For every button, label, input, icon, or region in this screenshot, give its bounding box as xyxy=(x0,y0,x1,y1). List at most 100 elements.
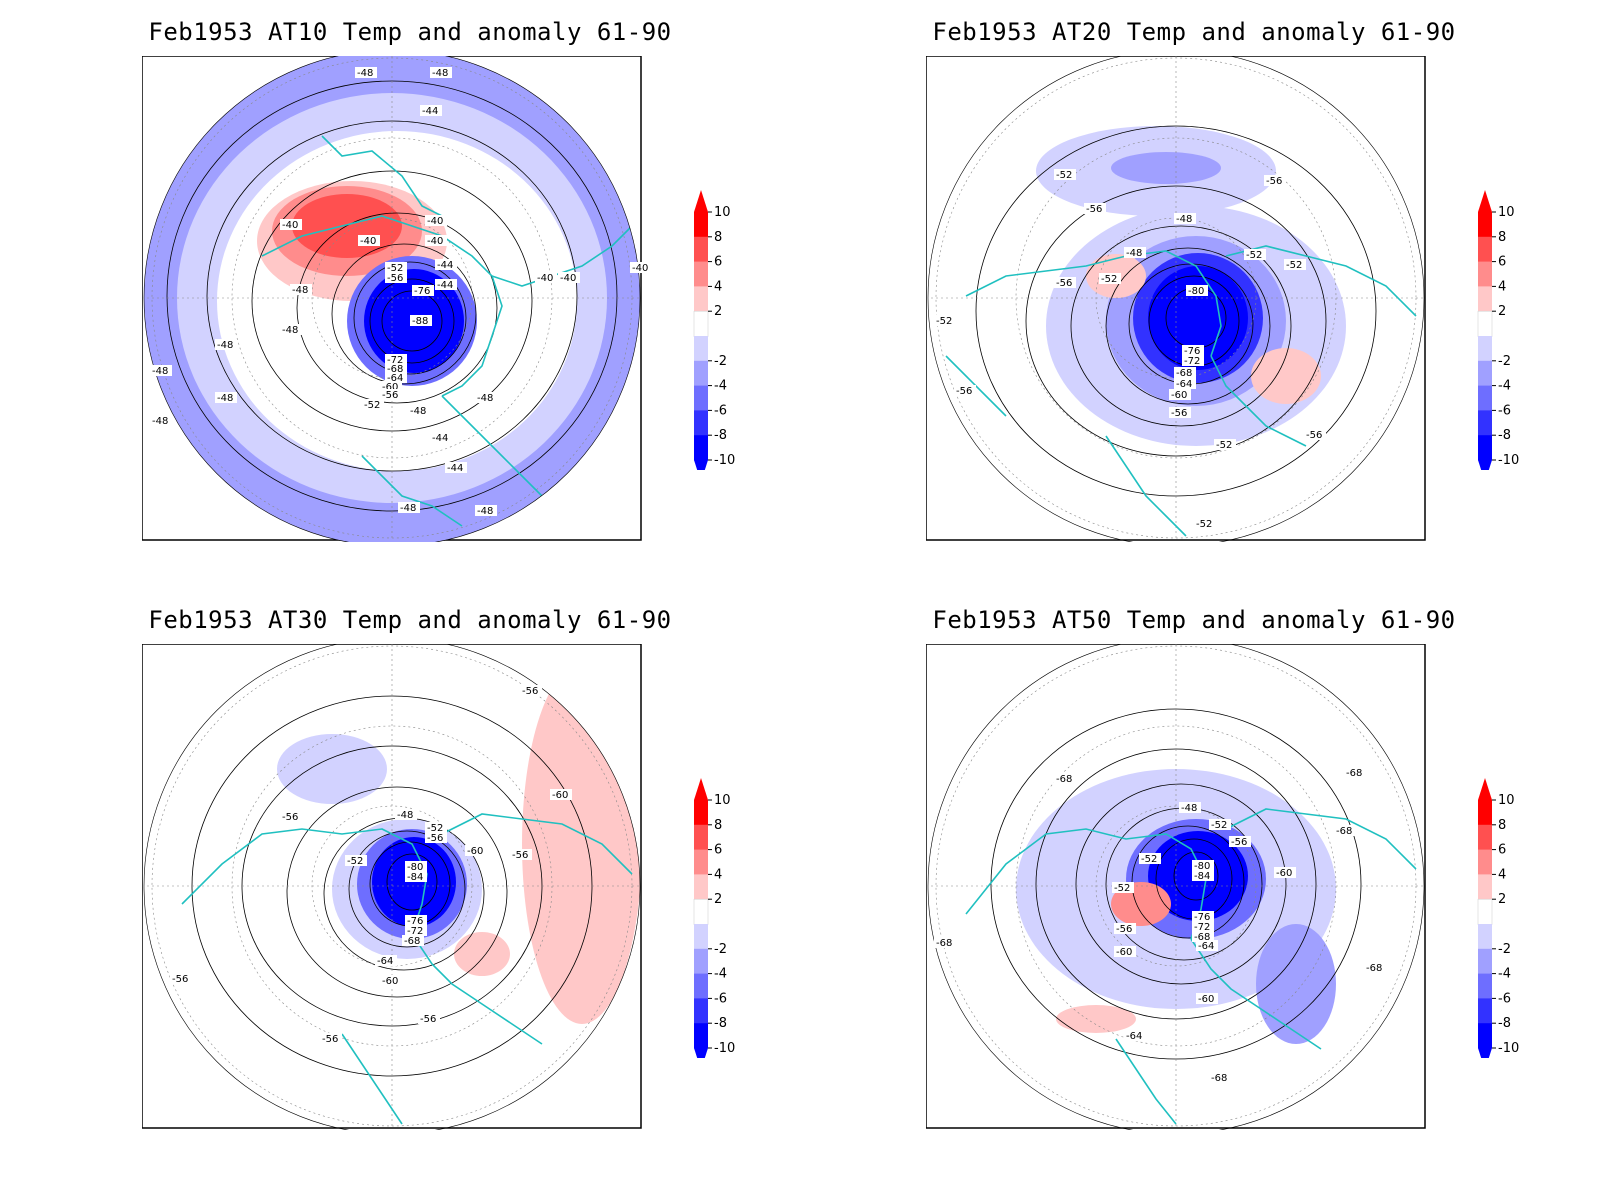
contour-label: -68 xyxy=(404,936,420,947)
contour-label-bg xyxy=(425,235,447,246)
contour-label-bg xyxy=(385,272,407,283)
contour-label-bg xyxy=(558,272,580,283)
panel-at10: Feb1953 AT10 Temp and anomaly 61-90 xyxy=(142,18,842,578)
contour-label: -60 xyxy=(1198,994,1214,1005)
contour-label: -68 xyxy=(1346,768,1362,779)
polar-map-at10: -48 -48 -44 -40 -40 -40 -40 -44 -44 -40 -48 -48 -48 -… xyxy=(142,56,652,542)
contour-label: -80 xyxy=(407,862,423,873)
contour-label-bg xyxy=(1114,946,1136,957)
contour-label-bg xyxy=(934,937,956,948)
colorbar-swatch xyxy=(1478,874,1492,900)
contour-label-bg xyxy=(510,849,532,860)
contour-label: -40 xyxy=(427,216,443,227)
colorbar-arrow-top xyxy=(694,190,708,212)
contour-label: -44 xyxy=(432,433,448,444)
colorbar-arrow-top xyxy=(694,778,708,800)
colorbar-swatch xyxy=(694,385,708,411)
contour-label-bg xyxy=(420,105,442,116)
contour-label: -44 xyxy=(447,463,463,474)
contour-label-bg xyxy=(1244,249,1266,260)
contour-label: -56 xyxy=(382,390,398,401)
contour-label-bg xyxy=(412,285,434,296)
contour-label: -48 xyxy=(477,506,493,517)
polar-map-at50: -68-68-48-52-56-68-52-52-60-80-84-76-72-… xyxy=(926,644,1426,1130)
contour-label: -60 xyxy=(1276,868,1292,879)
colorbar-swatch xyxy=(1478,924,1492,950)
colorbar-arrow-bottom xyxy=(1478,1048,1492,1058)
colorbar-label: -2 xyxy=(714,942,727,957)
contour-label-bg xyxy=(398,502,420,513)
contour-label: -56 xyxy=(172,974,188,985)
contour-label: -68 xyxy=(1176,368,1192,379)
contour-label-bg xyxy=(150,365,172,376)
colorbar-label: -8 xyxy=(1498,428,1511,443)
contour-label: -76 xyxy=(414,286,430,297)
contour-label: -80 xyxy=(1194,861,1210,872)
colorbar-label: -2 xyxy=(1498,942,1511,957)
contour-label: -56 xyxy=(1171,408,1187,419)
colorbar-label: 2 xyxy=(714,892,722,907)
contour-label: -52 xyxy=(1211,820,1227,831)
contour-label-bg xyxy=(475,505,497,516)
colorbar-label: 2 xyxy=(1498,304,1506,319)
colorbar-swatch xyxy=(694,924,708,950)
contour-label-group: -68-68-48-52-56-68-52-52-60-80-84-76-72-… xyxy=(934,767,1386,1084)
contour-label: -68 xyxy=(936,938,952,949)
colorbar-label: -10 xyxy=(714,1041,735,1056)
coastlines xyxy=(181,813,633,1125)
contour-label: -48 xyxy=(152,416,168,427)
contour-label-bg xyxy=(535,272,557,283)
contour-label-bg xyxy=(358,235,380,246)
contour-label-bg xyxy=(1179,802,1201,813)
colorbar-swatch xyxy=(694,998,708,1024)
colorbar-swatch xyxy=(1478,998,1492,1024)
panel-title: Feb1953 AT20 Temp and anomaly 61-90 xyxy=(932,18,1456,46)
colorbar-swatch xyxy=(1478,948,1492,975)
colorbar-label: 10 xyxy=(1498,205,1515,220)
contour-label-bg xyxy=(1192,931,1214,942)
contour-label: -60 xyxy=(552,790,568,801)
colorbar-swatch xyxy=(694,800,708,826)
contour-label: -52 xyxy=(1056,170,1072,181)
colorbar-swatch xyxy=(694,435,708,461)
colorbar-label: -4 xyxy=(1498,379,1511,394)
contour-label: -52 xyxy=(427,823,443,834)
contour-label-bg xyxy=(375,955,397,966)
contour-label: -48 xyxy=(400,503,416,514)
contour-label: -40 xyxy=(537,273,553,284)
contour-label-bg xyxy=(355,67,377,78)
contour-label-bg xyxy=(1284,259,1306,270)
colorbar-swatch xyxy=(694,360,708,387)
contour-label: -60 xyxy=(382,382,398,393)
contour-label-bg xyxy=(405,925,427,936)
colorbar-label: -2 xyxy=(1498,354,1511,369)
colorbar-label: -2 xyxy=(714,354,727,369)
contour-label: -80 xyxy=(1188,286,1204,297)
contour-label-bg xyxy=(1344,767,1366,778)
contour-label-bg xyxy=(1274,867,1296,878)
contour-label: -44 xyxy=(437,260,453,271)
contour-label: -68 xyxy=(1211,1073,1227,1084)
contour-label-bg xyxy=(954,385,976,396)
anomaly-fill xyxy=(454,932,510,976)
colorbar: 10 8 6 4 2 -2 -4 -6 -8 -10 xyxy=(693,190,735,470)
contour-label-bg xyxy=(1192,870,1214,881)
colorbar-swatch xyxy=(1478,236,1492,263)
colorbar-label: 2 xyxy=(1498,892,1506,907)
colorbar-swatch xyxy=(1478,800,1492,826)
contour-label-group: -56-60-48-56-52-60 -56-52-56-80-84-76-72-… xyxy=(170,685,572,1045)
contour-label: -52 xyxy=(1101,274,1117,285)
contour-label: -84 xyxy=(1194,871,1210,882)
colorbar-swatch xyxy=(1478,435,1492,461)
contour-label-bg xyxy=(520,685,542,696)
contour-label-bg xyxy=(150,415,172,426)
contour-label: -44 xyxy=(422,106,438,117)
contour-label: -52 xyxy=(1141,854,1157,865)
colorbar-swatch xyxy=(694,212,708,238)
colorbar-label: -8 xyxy=(714,1016,727,1031)
contour-label-bg xyxy=(425,822,447,833)
contour-label: -64 xyxy=(1176,379,1192,390)
contour-label-bg xyxy=(410,315,432,326)
contour-label: -48 xyxy=(1181,803,1197,814)
colorbar-swatch xyxy=(694,410,708,436)
